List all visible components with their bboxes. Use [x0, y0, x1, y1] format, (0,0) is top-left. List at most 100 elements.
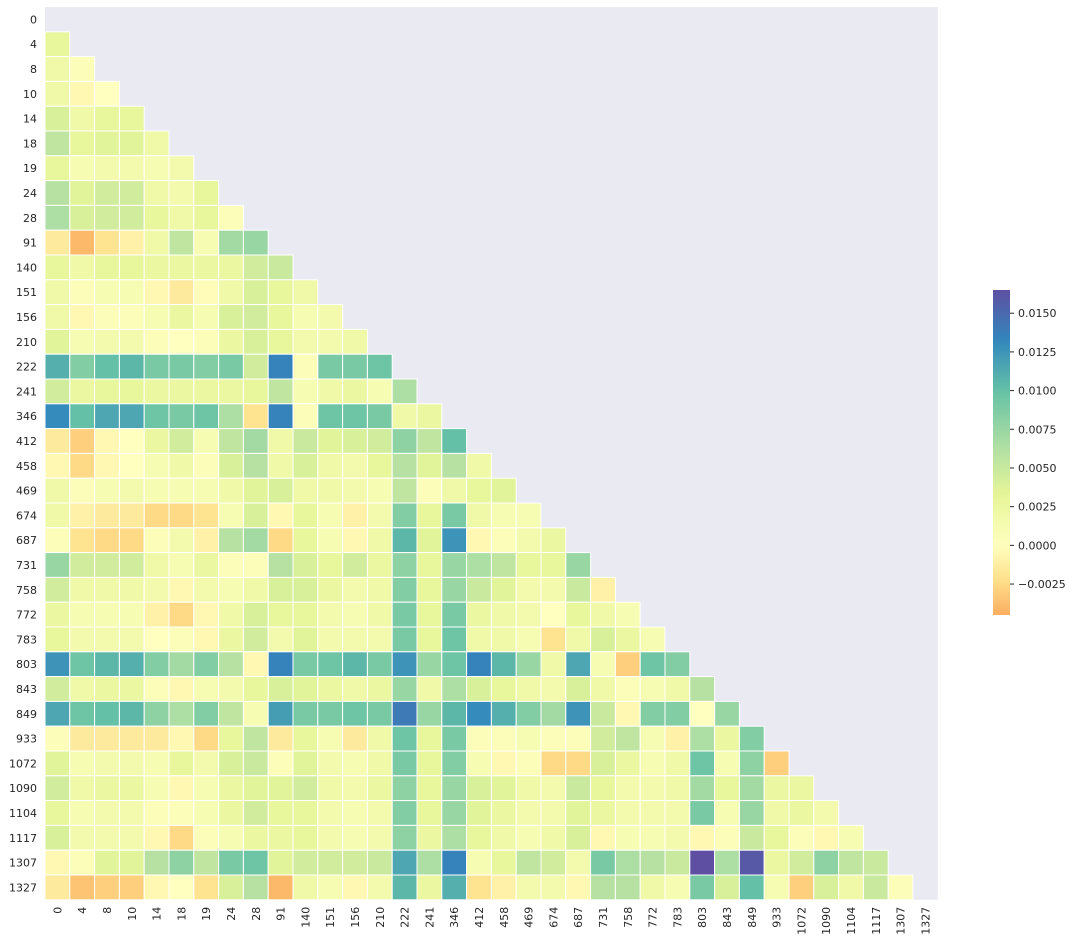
heatmap-cell-1104-10 [118, 800, 145, 826]
heatmap-cell-469-412 [466, 477, 492, 504]
x-tick-label: 14 [151, 907, 164, 921]
heatmap-cell-674-4 [69, 502, 96, 529]
heatmap-cell-772-24 [218, 601, 244, 628]
heatmap-cell-803-4 [69, 651, 96, 678]
heatmap-cell-674-14 [143, 502, 170, 529]
y-tick-label: 346 [16, 410, 37, 423]
heatmap-cell-469-140 [292, 477, 319, 504]
heatmap-cell-346-222 [391, 403, 418, 430]
heatmap-cell-19-14 [143, 155, 170, 182]
heatmap-cell-241-18 [168, 378, 195, 405]
heatmap-cell-1307-1117 [862, 849, 889, 876]
heatmap-cell-1072-469 [515, 750, 542, 777]
heatmap-cell-1104-731 [590, 800, 616, 826]
y-tick-label: 772 [16, 609, 37, 622]
heatmap-cell-849-151 [317, 700, 344, 727]
heatmap-cell-758-18 [168, 576, 195, 603]
heatmap-cell-803-772 [639, 651, 666, 678]
heatmap-cell-1117-469 [515, 824, 542, 851]
heatmap-cell-210-10 [118, 328, 145, 355]
heatmap-cell-783-151 [317, 626, 344, 653]
y-tick-label: 210 [16, 336, 37, 349]
heatmap-cell-469-346 [441, 477, 468, 504]
heatmap-cell-469-28 [242, 477, 269, 504]
heatmap-cell-731-241 [416, 552, 443, 578]
heatmap-cell-783-140 [292, 626, 319, 653]
heatmap-cell-1072-151 [317, 750, 344, 777]
x-tick-label: 849 [746, 907, 759, 928]
x-tick-label: 1307 [895, 907, 908, 935]
heatmap-cell-1117-24 [218, 824, 244, 851]
colorbar-tick-label: 0.0050 [1018, 462, 1057, 475]
heatmap-cell-1090-156 [342, 775, 368, 802]
heatmap-cell-412-28 [242, 428, 269, 454]
heatmap-cell-210-14 [143, 328, 170, 355]
heatmap-cell-849-4 [69, 700, 96, 727]
heatmap-cell-1072-241 [416, 750, 443, 777]
heatmap-cell-933-0 [44, 725, 71, 752]
heatmap-cell-469-156 [342, 477, 368, 504]
heatmap-cell-1117-241 [416, 824, 443, 851]
heatmap-cell-758-346 [441, 576, 468, 603]
heatmap-cell-849-156 [342, 700, 368, 727]
x-tick-label: 8 [101, 907, 114, 914]
heatmap-cell-731-151 [317, 552, 344, 578]
x-tick-label: 1090 [820, 907, 833, 935]
heatmap-cell-1307-19 [193, 849, 220, 876]
heatmap-cell-1104-18 [168, 800, 195, 826]
heatmap-cell-687-91 [267, 527, 294, 554]
heatmap-cell-687-8 [94, 527, 120, 554]
heatmap-cell-91-8 [94, 229, 120, 256]
heatmap-cell-1327-687 [565, 874, 592, 901]
heatmap-cell-151-91 [267, 279, 294, 306]
heatmap-cell-933-28 [242, 725, 269, 752]
heatmap-cell-1307-346 [441, 849, 468, 876]
heatmap-cell-783-8 [94, 626, 120, 653]
heatmap-cell-674-210 [366, 502, 393, 529]
heatmap-cell-687-674 [540, 527, 567, 554]
heatmap-cell-1307-4 [69, 849, 96, 876]
colorbar-tick-label: 0.0100 [1018, 385, 1057, 398]
heatmap-cell-1104-758 [614, 800, 641, 826]
heatmap-cell-458-241 [416, 452, 443, 479]
y-tick-label: 28 [23, 212, 37, 225]
heatmap-cell-1307-1072 [788, 849, 815, 876]
heatmap-cell-210-19 [193, 328, 220, 355]
heatmap-cell-1327-241 [416, 874, 443, 901]
heatmap-cell-210-4 [69, 328, 96, 355]
heatmap-cell-758-10 [118, 576, 145, 603]
heatmap-cell-849-469 [515, 700, 542, 727]
heatmap-cell-731-140 [292, 552, 319, 578]
heatmap-cell-24-4 [69, 180, 96, 206]
heatmap-cell-8-0 [44, 56, 71, 82]
heatmap-cell-210-8 [94, 328, 120, 355]
x-tick-label: 210 [374, 907, 387, 928]
heatmap-cell-1117-783 [664, 824, 691, 851]
heatmap-cell-1327-783 [664, 874, 691, 901]
heatmap-cell-1090-687 [565, 775, 592, 802]
heatmap-cell-687-346 [441, 527, 468, 554]
heatmap-cell-222-19 [193, 353, 220, 380]
heatmap-cell-731-28 [242, 552, 269, 578]
heatmap-cell-469-18 [168, 477, 195, 504]
heatmap-cell-1104-91 [267, 800, 294, 826]
heatmap-cell-210-91 [267, 328, 294, 355]
heatmap-cell-1117-346 [441, 824, 468, 851]
heatmap-cell-674-91 [267, 502, 294, 529]
heatmap-cell-458-156 [342, 452, 368, 479]
heatmap-cell-933-18 [168, 725, 195, 752]
heatmap-cell-222-14 [143, 353, 170, 380]
heatmap-cell-222-28 [242, 353, 269, 380]
heatmap-cell-412-4 [69, 428, 96, 454]
heatmap-cell-731-210 [366, 552, 393, 578]
heatmap-cell-674-140 [292, 502, 319, 529]
heatmap-cell-772-346 [441, 601, 468, 628]
heatmap-cell-1090-674 [540, 775, 567, 802]
heatmap-cell-469-19 [193, 477, 220, 504]
heatmap-cell-933-849 [738, 725, 765, 752]
heatmap-cell-803-346 [441, 651, 468, 678]
heatmap-cell-1090-18 [168, 775, 195, 802]
x-tick-label: 4 [76, 907, 89, 914]
heatmap-cell-758-674 [540, 576, 567, 603]
heatmap-cell-151-18 [168, 279, 195, 306]
